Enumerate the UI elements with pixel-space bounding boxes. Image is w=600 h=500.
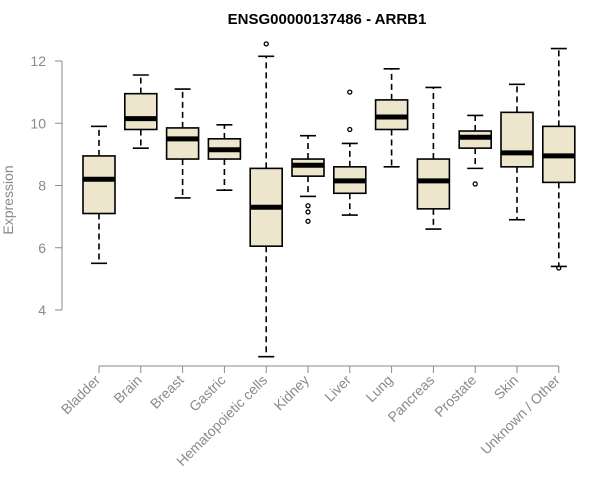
chart-title: ENSG00000137486 - ARRB1 — [228, 11, 427, 28]
box-group — [291, 134, 325, 224]
outlier-point — [556, 265, 562, 271]
y-tick-label: 10 — [30, 115, 46, 131]
y-tick-label: 6 — [38, 240, 46, 256]
outlier-point — [347, 126, 353, 133]
x-tick-label: Unknown / Other — [477, 372, 563, 458]
outlier-point — [263, 41, 269, 47]
box-group — [249, 41, 283, 358]
outlier-point — [472, 181, 478, 187]
box-group — [541, 47, 576, 271]
x-tick-label: Lung — [362, 372, 395, 405]
x-tick-label: Liver — [321, 372, 354, 405]
box-group — [458, 114, 493, 187]
box — [124, 92, 158, 131]
plot-area — [82, 41, 576, 358]
x-tick-label: Kidney — [271, 372, 313, 414]
outlier-point — [305, 209, 311, 215]
y-tick-label: 8 — [38, 178, 46, 194]
x-tick-label: Breast — [147, 372, 187, 412]
y-tick-label: 4 — [38, 302, 46, 318]
box-group — [165, 88, 200, 199]
x-tick-label: Skin — [491, 372, 522, 403]
x-tick-label: Prostate — [431, 372, 479, 420]
box — [416, 158, 451, 210]
box-group — [332, 89, 367, 216]
y-axis: 4 6 8 10 12 — [30, 53, 63, 318]
box-group — [416, 86, 451, 230]
y-tick-label: 12 — [30, 53, 46, 69]
box-group — [374, 67, 409, 168]
box-group — [207, 124, 242, 191]
box — [82, 155, 116, 215]
y-axis-label: Expression — [0, 165, 16, 234]
outlier-point — [347, 89, 353, 95]
outlier-point — [305, 218, 311, 224]
x-tick-label: Bladder — [58, 372, 104, 418]
outlier-point — [305, 203, 311, 209]
x-tick-label: Brain — [110, 372, 144, 406]
box — [500, 111, 534, 168]
box — [165, 127, 200, 160]
box-group — [500, 83, 534, 221]
box-group — [82, 125, 116, 265]
box-group — [124, 74, 158, 149]
